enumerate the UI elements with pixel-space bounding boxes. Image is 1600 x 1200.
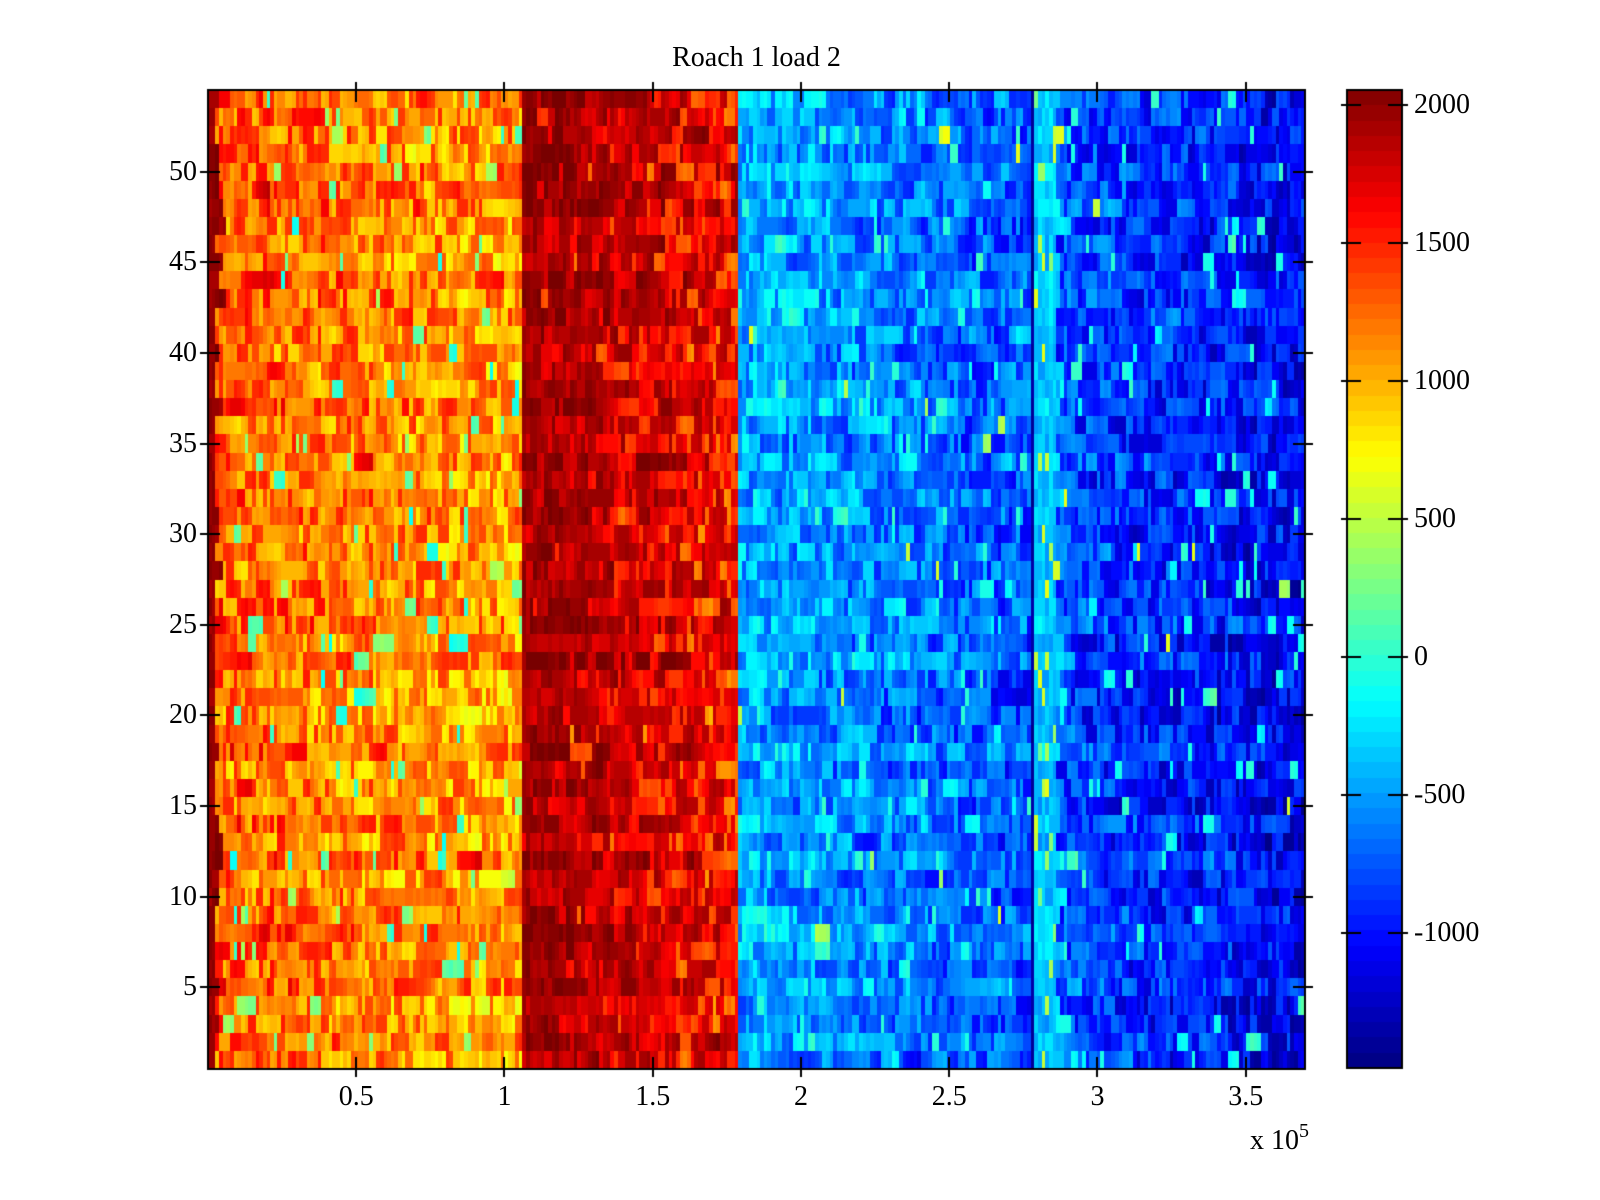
y-tick-label: 25 xyxy=(169,608,197,640)
colorbar-tick-label: 2000 xyxy=(1414,89,1470,121)
y-tick-label: 30 xyxy=(169,518,197,550)
x-axis-multiplier-base: x 10 xyxy=(1250,1125,1299,1156)
x-tick-label: 3.5 xyxy=(1228,1081,1264,1112)
colorbar-tick-label: 500 xyxy=(1414,502,1456,534)
colorbar-tick-label: 1000 xyxy=(1414,365,1470,397)
x-axis-multiplier-exponent: 5 xyxy=(1299,1120,1309,1142)
y-tick-label: 45 xyxy=(169,246,197,278)
colorbar-tick-label: -500 xyxy=(1414,778,1466,810)
y-tick-label: 5 xyxy=(183,971,197,1003)
y-tick-label: 35 xyxy=(169,427,197,459)
y-tick-label: 50 xyxy=(169,155,197,187)
x-tick-label: 1 xyxy=(497,1081,512,1112)
y-tick-label: 20 xyxy=(169,699,197,731)
y-tick-label: 15 xyxy=(169,790,197,822)
x-tick-label: 2 xyxy=(793,1081,808,1112)
y-tick-label: 40 xyxy=(169,336,197,368)
colorbar-tick-label: 0 xyxy=(1414,640,1428,672)
x-tick-label: 0.5 xyxy=(338,1081,374,1112)
x-tick-label: 1.5 xyxy=(635,1081,671,1112)
x-axis-multiplier-label: x 105 xyxy=(1250,1120,1309,1157)
chart-title: Roach 1 load 2 xyxy=(672,42,841,73)
colorbar-canvas xyxy=(1335,78,1414,1080)
y-tick-label: 10 xyxy=(169,880,197,912)
x-tick-label: 3 xyxy=(1090,1081,1105,1112)
colorbar-tick-label: 1500 xyxy=(1414,227,1470,259)
heatmap-canvas xyxy=(196,78,1317,1081)
x-tick-label: 2.5 xyxy=(931,1081,967,1112)
colorbar-tick-label: -1000 xyxy=(1414,916,1480,948)
